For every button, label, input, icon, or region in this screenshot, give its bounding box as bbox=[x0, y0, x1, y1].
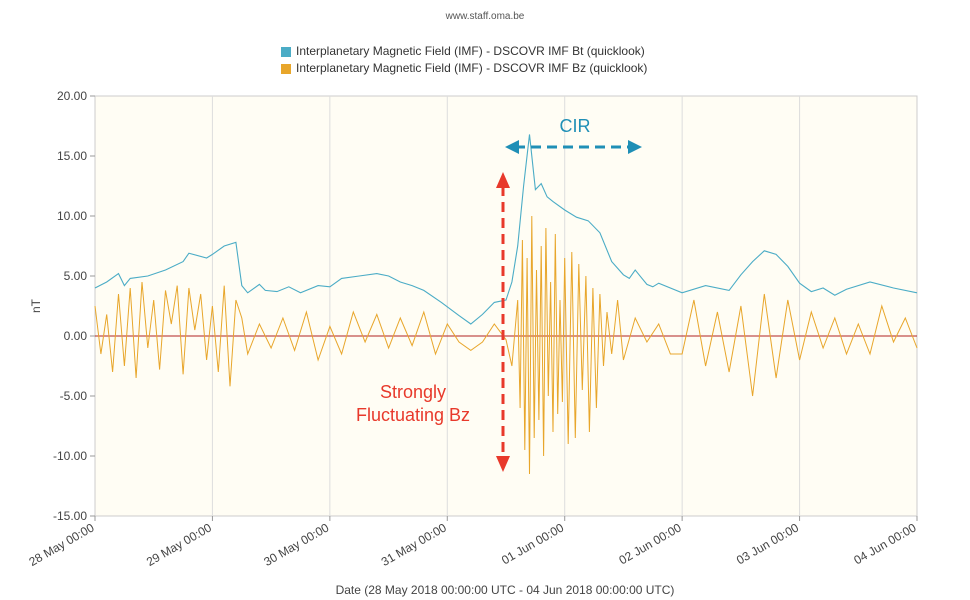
x-tick-label: 29 May 00:00 bbox=[144, 520, 214, 569]
legend-swatch-bt bbox=[281, 46, 291, 57]
cir-label: CIR bbox=[560, 116, 591, 136]
y-tick-label: -5.00 bbox=[60, 389, 88, 403]
x-axis-title: Date (28 May 2018 00:00:00 UTC - 04 Jun … bbox=[335, 583, 675, 597]
bz-arrowhead-top bbox=[496, 172, 510, 188]
x-tick-label: 31 May 00:00 bbox=[379, 520, 449, 569]
legend-swatch-bz bbox=[281, 63, 291, 74]
series-line-bz bbox=[94, 215, 918, 475]
x-axis: 28 May 00:00 29 May 00:00 30 May 00:00 31 M… bbox=[27, 516, 919, 569]
y-tick-label: -10.00 bbox=[53, 449, 87, 463]
y-tick-label: 0.00 bbox=[64, 329, 88, 343]
x-tick-label: 01 Jun 00:00 bbox=[499, 520, 566, 567]
legend-label-bz: Interplanetary Magnetic Field (IMF) - DS… bbox=[296, 61, 648, 75]
bz-annotation: Strongly Fluctuating Bz bbox=[356, 172, 510, 472]
legend-item-bz[interactable]: Interplanetary Magnetic Field (IMF) - DS… bbox=[281, 60, 647, 77]
y-axis-title: nT bbox=[29, 298, 43, 313]
cir-arrowhead-left bbox=[505, 140, 519, 154]
y-tick-label: 20.00 bbox=[57, 89, 87, 103]
plot-background bbox=[94, 95, 918, 517]
x-tick-label: 03 Jun 00:00 bbox=[734, 520, 801, 567]
cir-annotation: CIR bbox=[505, 116, 642, 154]
series-line-bt bbox=[94, 134, 918, 325]
y-axis: 20.00 15.00 10.00 5.00 0.00 -5.00 -10.00 -15.00 bbox=[53, 89, 95, 523]
bz-label-line2: Fluctuating Bz bbox=[356, 405, 470, 425]
x-tick-label: 02 Jun 00:00 bbox=[617, 520, 684, 567]
cir-arrowhead-right bbox=[628, 140, 642, 154]
legend-label-bt: Interplanetary Magnetic Field (IMF) - DS… bbox=[296, 44, 645, 58]
y-tick-label: 10.00 bbox=[57, 209, 87, 223]
bz-label-line1: Strongly bbox=[380, 382, 446, 402]
bz-arrowhead-bottom bbox=[496, 456, 510, 472]
x-tick-label: 30 May 00:00 bbox=[261, 520, 331, 569]
x-tick-label: 28 May 00:00 bbox=[27, 520, 97, 569]
chart-legend: Interplanetary Magnetic Field (IMF) - DS… bbox=[281, 43, 647, 77]
grid-lines bbox=[211, 96, 801, 516]
y-tick-label: 15.00 bbox=[57, 149, 87, 163]
y-tick-label: -15.00 bbox=[53, 509, 87, 523]
x-tick-label: 04 Jun 00:00 bbox=[851, 520, 918, 567]
legend-item-bt[interactable]: Interplanetary Magnetic Field (IMF) - DS… bbox=[281, 43, 647, 60]
y-tick-label: 5.00 bbox=[64, 269, 88, 283]
source-credit: www.staff.oma.be bbox=[445, 11, 525, 22]
